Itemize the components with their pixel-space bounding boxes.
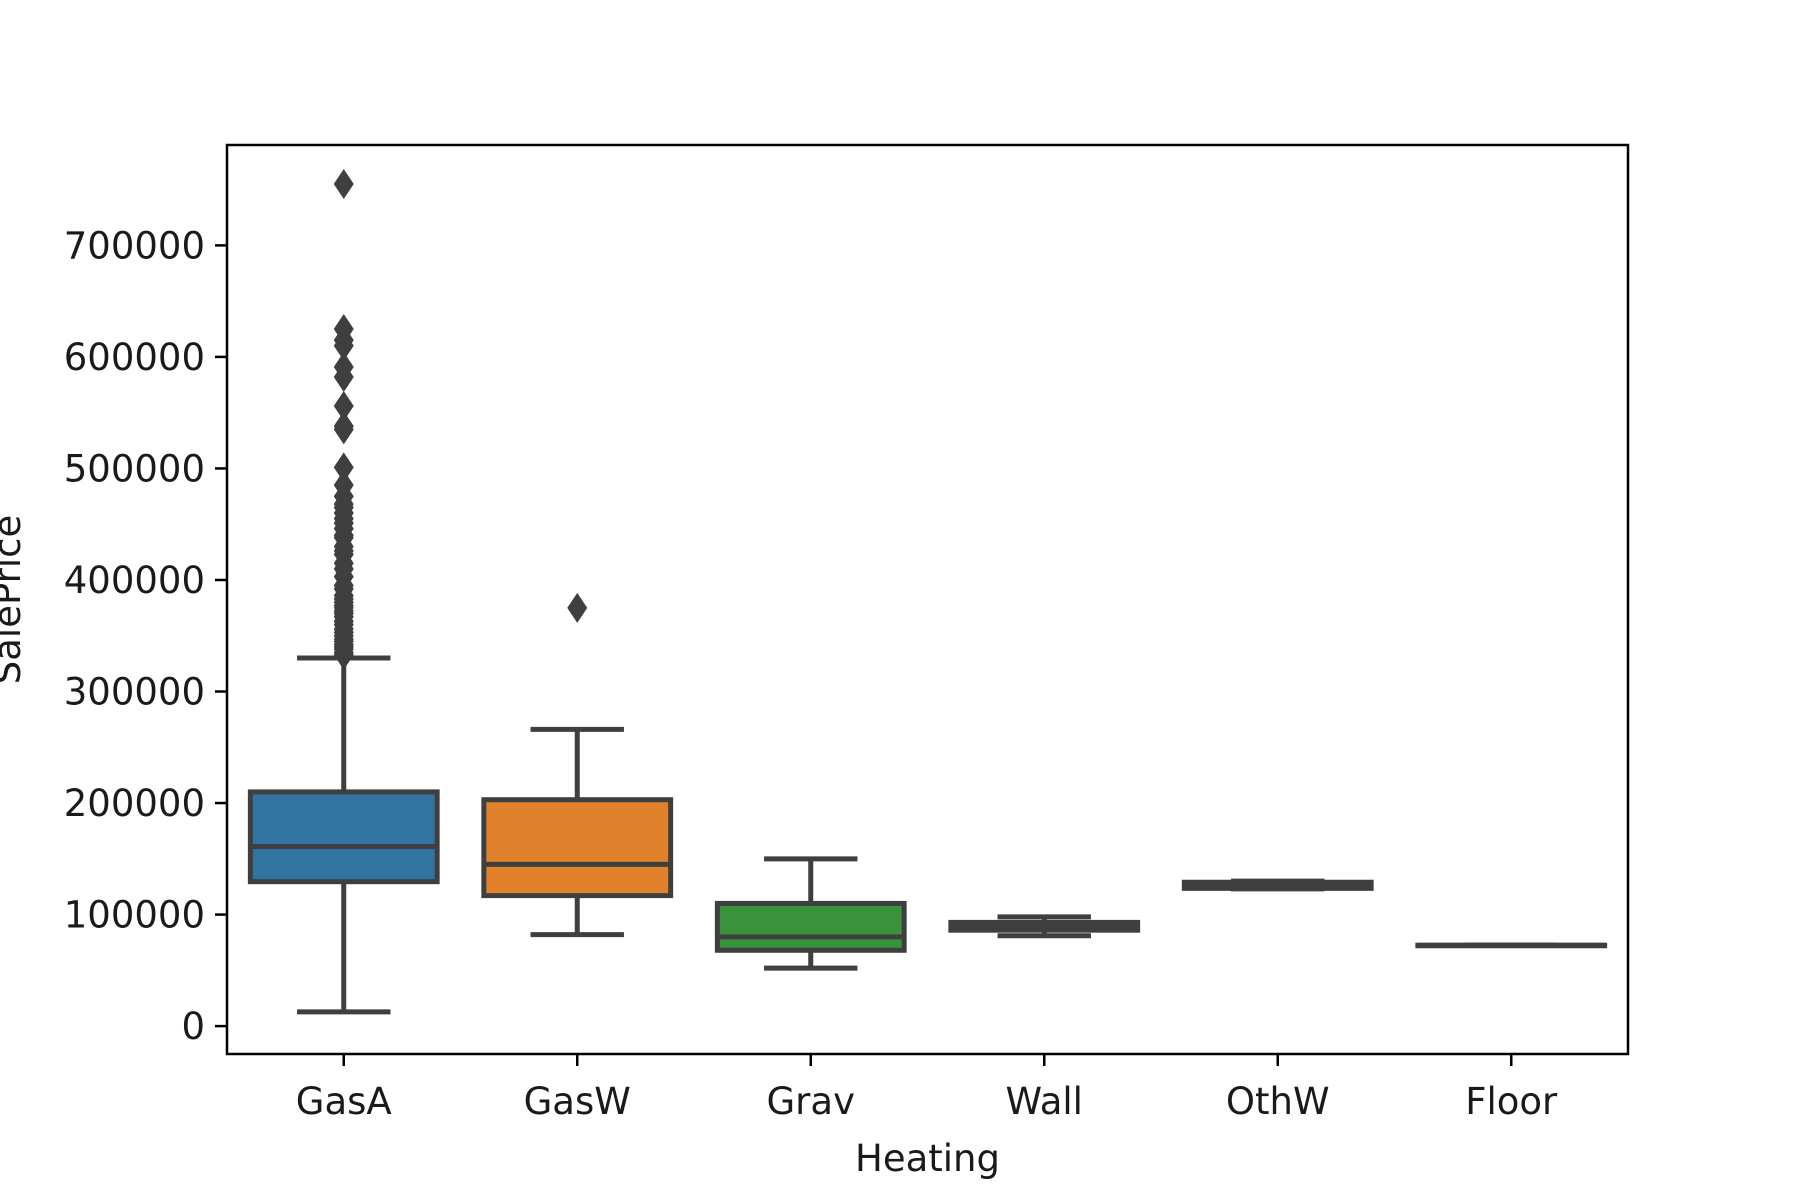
x-tick-label: GasW [524, 1080, 631, 1123]
x-tick-label: OthW [1226, 1080, 1330, 1123]
box-gasa [247, 169, 440, 1015]
y-tick-label: 500000 [64, 447, 205, 490]
y-axis-label: SalePrice [0, 515, 29, 684]
iqr-box [714, 900, 907, 953]
outlier-point [333, 452, 354, 483]
box-grav [714, 856, 907, 971]
plot-frame [225, 143, 1630, 1056]
outlier-point [567, 592, 588, 623]
box-floor [1415, 942, 1608, 949]
iqr-box [247, 789, 440, 885]
y-tick-label: 100000 [64, 894, 205, 937]
outlier-point [333, 639, 354, 670]
outlier-point [333, 414, 354, 445]
box-wall [948, 914, 1141, 939]
boxes-layer [247, 169, 1608, 1015]
box-gasw [481, 592, 674, 938]
iqr-box [481, 797, 674, 899]
outlier-point [333, 169, 354, 200]
y-tick-label: 600000 [64, 336, 205, 379]
x-tick-label: Floor [1465, 1080, 1558, 1123]
x-tick-label: GasA [296, 1080, 392, 1123]
y-tick-label: 400000 [64, 559, 205, 602]
y-tick-label: 300000 [64, 671, 205, 714]
x-tick-label: Grav [767, 1080, 855, 1123]
box-othw [1181, 878, 1374, 892]
y-tick-label: 200000 [64, 782, 205, 825]
y-tick-label: 0 [181, 1005, 205, 1048]
x-tick-label: Wall [1006, 1080, 1083, 1123]
outlier-point [333, 390, 354, 421]
outlier-point [333, 330, 354, 361]
outlier-point [333, 361, 354, 392]
y-axis: 0 100000 200000 300000 400000 500000 600000 700… [64, 224, 227, 1048]
x-axis: GasA GasW Grav Wall OthW Floor [296, 1054, 1558, 1123]
y-tick-label: 700000 [64, 224, 205, 267]
x-axis-label: Heating [855, 1137, 1000, 1180]
